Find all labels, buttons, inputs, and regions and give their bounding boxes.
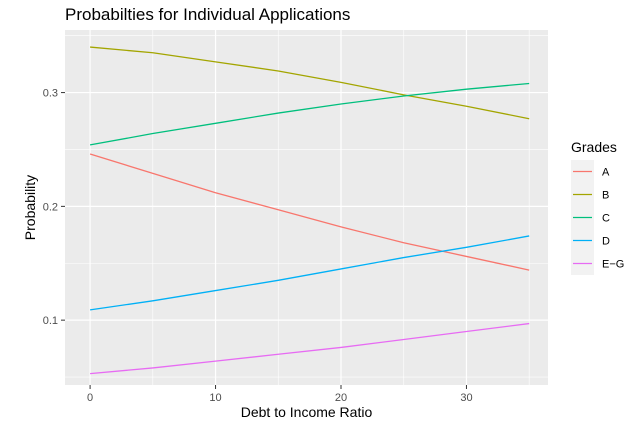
- y-axis-title: Probability: [22, 175, 38, 240]
- x-axis-title: Debt to Income Ratio: [241, 404, 373, 420]
- series-lines: [89, 46, 530, 375]
- x-tick-label: 20: [335, 392, 347, 404]
- series-line-C: [89, 82, 530, 146]
- grid-minor: [65, 30, 548, 385]
- series-line-D: [89, 235, 530, 311]
- series-line-EG: [90, 322, 530, 375]
- x-tick-label: 30: [460, 392, 472, 404]
- legend-label: D: [602, 236, 610, 248]
- y-tick-label: 0.1: [43, 315, 58, 327]
- x-tick-label: 10: [209, 392, 221, 404]
- x-axis-ticks: 0 10 20 30: [87, 385, 473, 404]
- legend-label: C: [602, 213, 610, 225]
- series-line-B: [90, 46, 530, 120]
- y-tick-label: 0.2: [43, 201, 58, 213]
- series-line-A: [89, 153, 530, 271]
- legend-label: B: [602, 190, 609, 202]
- y-tick-label: 0.3: [43, 88, 58, 100]
- legend-label: A: [602, 167, 610, 179]
- x-tick-label: 0: [87, 392, 93, 404]
- legend-label: E−G: [602, 259, 624, 271]
- y-axis-ticks: 0.1 0.2 0.3: [43, 88, 65, 327]
- chart-title: Probabilties for Individual Applications: [65, 5, 350, 24]
- legend-title: Grades: [571, 139, 617, 155]
- plot-panel: [65, 30, 548, 385]
